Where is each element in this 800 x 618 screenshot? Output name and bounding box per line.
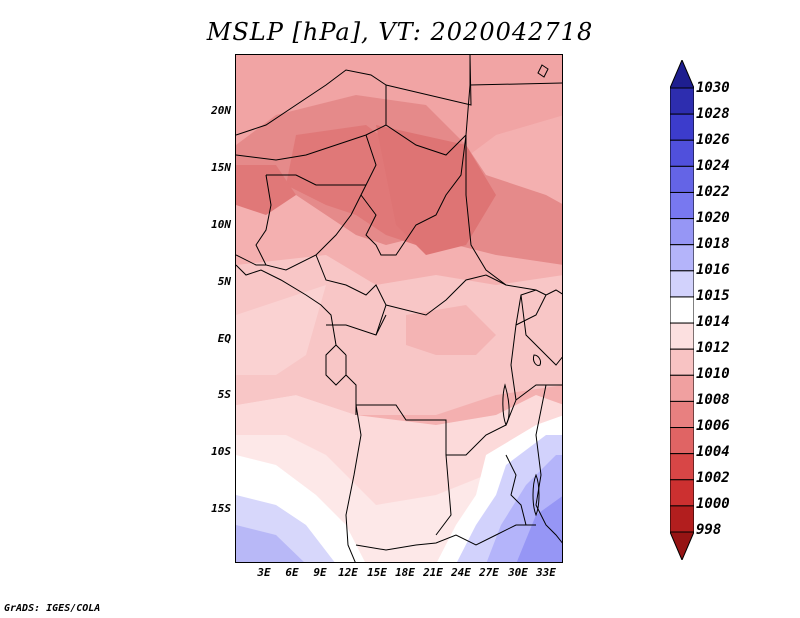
lat-label-10n: 10N	[211, 218, 231, 231]
colorbar-label-1012: 1012	[696, 340, 730, 356]
colorbar-segment	[670, 322, 694, 350]
colorbar-label-1016: 1016	[696, 262, 730, 278]
colorbar-label-1008: 1008	[696, 392, 730, 408]
colorbar-segment	[670, 270, 694, 298]
field-blue-west-deep	[236, 525, 304, 562]
colorbar-segment	[670, 479, 694, 507]
colorbar-arrow-top	[670, 60, 694, 89]
colorbar-segment	[670, 400, 694, 429]
lon-label-9e: 9E	[313, 566, 327, 579]
lat-label-5n: 5N	[217, 275, 231, 288]
colorbar-label-1015: 1015	[696, 288, 730, 304]
lat-label-15s: 15S	[211, 502, 231, 515]
lon-label-21e: 21E	[423, 566, 443, 579]
colorbar-label-1006: 1006	[696, 418, 730, 434]
colorbar-segment	[670, 427, 694, 455]
lon-label-33e: 33E	[536, 566, 556, 579]
field-band-basin	[406, 305, 496, 355]
colorbar-label-1002: 1002	[696, 470, 730, 486]
colorbar-arrow-bottom	[670, 531, 694, 560]
lat-label-10s: 10S	[211, 445, 231, 458]
colorbar-label-1020: 1020	[696, 210, 730, 226]
lakes	[502, 64, 549, 517]
lon-label-15e: 15E	[367, 566, 387, 579]
lon-label-24e: 24E	[451, 566, 471, 579]
lat-label-20n: 20N	[211, 104, 231, 117]
lon-label-3e: 3E	[257, 566, 271, 579]
colorbar-label-1000: 1000	[696, 496, 730, 512]
colorbar-segment	[670, 191, 694, 220]
boundaries	[236, 55, 562, 562]
colorbar-segment	[670, 87, 694, 115]
field-band-west-coast	[236, 285, 326, 375]
colorbar-segment	[670, 139, 694, 167]
lon-label-6e: 6E	[285, 566, 299, 579]
pressure-map	[235, 54, 563, 563]
lon-label-18e: 18E	[395, 566, 415, 579]
colorbar-label-1022: 1022	[696, 184, 730, 200]
colorbar-label-1024: 1024	[696, 158, 730, 174]
colorbar-segment	[670, 505, 694, 533]
colorbar-label-1018: 1018	[696, 236, 730, 252]
colorbar-segment	[670, 348, 694, 376]
lat-label-15n: 15N	[211, 161, 231, 174]
colorbar-segment	[670, 296, 694, 324]
colorbar-segment	[670, 453, 694, 481]
lat-label-eq: EQ	[217, 332, 231, 345]
colorbar-label-1030: 1030	[696, 80, 730, 96]
colorbar-label-1014: 1014	[696, 314, 730, 330]
colorbar-segment	[670, 244, 694, 272]
colorbar-segment	[670, 218, 694, 246]
colorbar-segment	[670, 113, 694, 141]
lon-label-30e: 30E	[508, 566, 528, 579]
field-band-core-far-west	[236, 165, 296, 215]
colorbar-label-1026: 1026	[696, 132, 730, 148]
colorbar-label-1004: 1004	[696, 444, 730, 460]
lon-label-27e: 27E	[479, 566, 499, 579]
plot-title: MSLP [hPa], VT: 2020042718	[206, 18, 594, 46]
field-blue-east-3	[516, 496, 562, 562]
colorbar-label-1010: 1010	[696, 366, 730, 382]
footer-credit: GrADS: IGES/COLA	[4, 603, 101, 614]
colorbar-segment	[670, 165, 694, 193]
colorbar-segment	[670, 374, 694, 402]
colorbar-label-998: 998	[696, 522, 722, 538]
map-field	[236, 55, 562, 562]
colorbar	[670, 60, 694, 560]
colorbar-label-1028: 1028	[696, 106, 730, 122]
lat-label-5s: 5S	[217, 388, 231, 401]
lon-label-12e: 12E	[338, 566, 358, 579]
